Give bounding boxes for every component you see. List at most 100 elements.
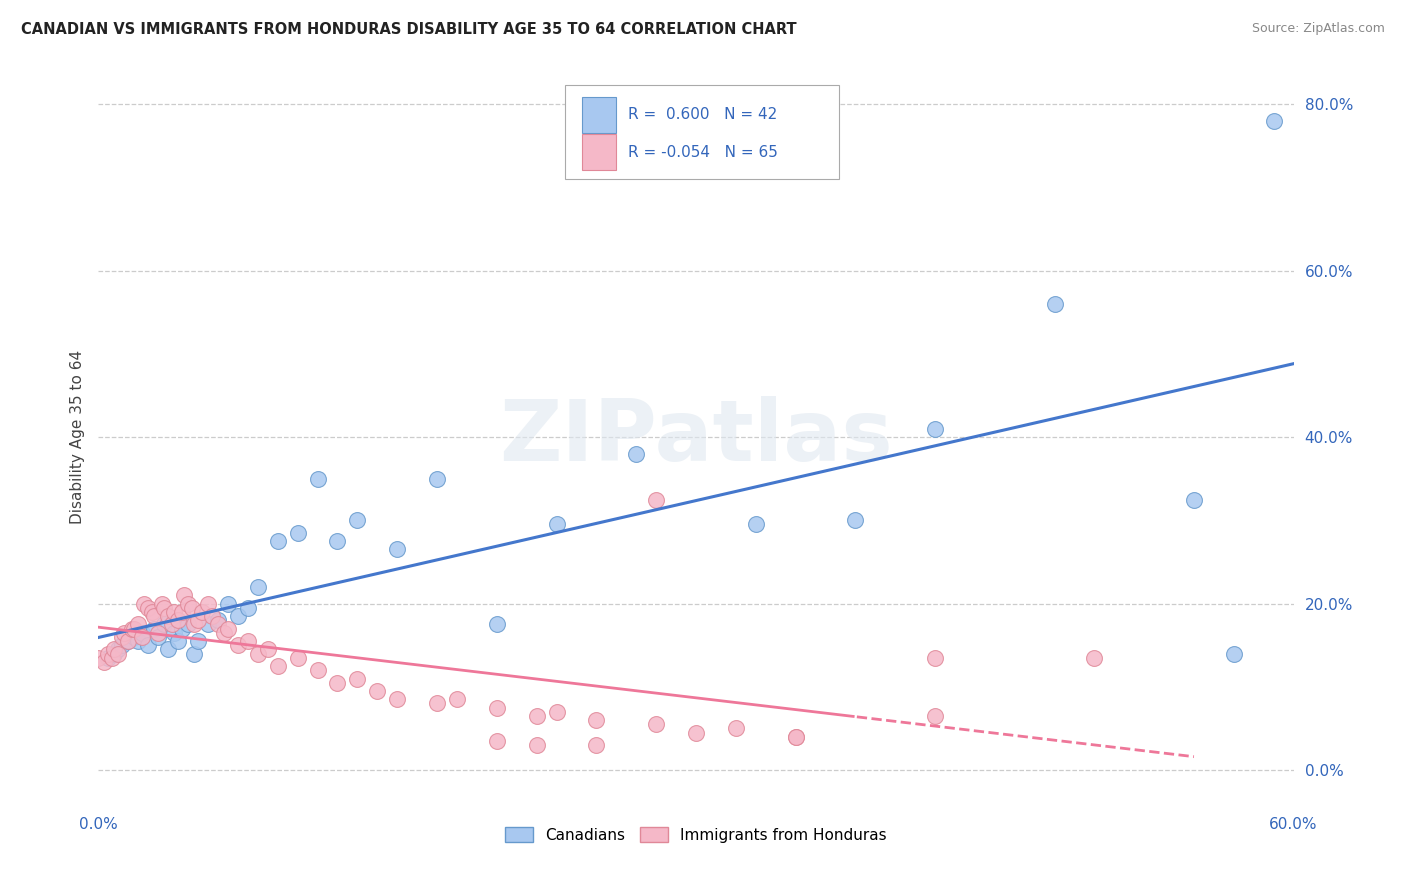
Point xyxy=(924,709,946,723)
Point xyxy=(217,597,239,611)
Point xyxy=(163,605,186,619)
Point xyxy=(187,634,209,648)
Point xyxy=(197,617,219,632)
Point xyxy=(103,642,125,657)
Point xyxy=(181,600,204,615)
Point xyxy=(201,609,224,624)
Point xyxy=(366,684,388,698)
Point xyxy=(785,730,807,744)
Point xyxy=(844,513,866,527)
Point xyxy=(153,600,176,615)
Point xyxy=(172,622,194,636)
Point xyxy=(645,717,668,731)
Legend: Canadians, Immigrants from Honduras: Canadians, Immigrants from Honduras xyxy=(499,822,893,849)
Point xyxy=(87,650,110,665)
Point xyxy=(256,642,278,657)
Point xyxy=(426,472,449,486)
Point xyxy=(148,625,170,640)
Point xyxy=(167,634,190,648)
Point xyxy=(346,513,368,527)
Point xyxy=(121,622,143,636)
Point xyxy=(143,609,166,624)
Point xyxy=(136,638,159,652)
Point xyxy=(924,650,946,665)
Point xyxy=(1182,492,1205,507)
Point xyxy=(585,738,607,752)
Point xyxy=(546,705,568,719)
Text: CANADIAN VS IMMIGRANTS FROM HONDURAS DISABILITY AGE 35 TO 64 CORRELATION CHART: CANADIAN VS IMMIGRANTS FROM HONDURAS DIS… xyxy=(21,22,797,37)
Point xyxy=(131,625,153,640)
Point xyxy=(226,609,249,624)
Point xyxy=(1043,297,1066,311)
Point xyxy=(685,725,707,739)
Point xyxy=(111,630,134,644)
Y-axis label: Disability Age 35 to 64: Disability Age 35 to 64 xyxy=(69,350,84,524)
Point xyxy=(724,722,747,736)
Point xyxy=(117,634,139,648)
Point xyxy=(143,622,166,636)
Point xyxy=(485,617,508,632)
Point xyxy=(107,647,129,661)
Point xyxy=(191,605,214,619)
Point xyxy=(307,663,329,677)
Point xyxy=(183,647,205,661)
Text: R = -0.054   N = 65: R = -0.054 N = 65 xyxy=(628,145,778,160)
Point xyxy=(626,447,648,461)
Text: Source: ZipAtlas.com: Source: ZipAtlas.com xyxy=(1251,22,1385,36)
Point xyxy=(1083,650,1105,665)
Point xyxy=(287,525,309,540)
Point xyxy=(385,542,409,557)
Point xyxy=(136,600,159,615)
Point xyxy=(177,597,200,611)
Point xyxy=(101,650,124,665)
FancyBboxPatch shape xyxy=(565,85,839,178)
Point xyxy=(212,625,235,640)
Point xyxy=(157,642,180,657)
Point xyxy=(267,659,290,673)
Point xyxy=(785,730,807,744)
Point xyxy=(236,600,259,615)
Point xyxy=(267,534,290,549)
Point xyxy=(167,613,190,627)
Point xyxy=(1263,113,1285,128)
FancyBboxPatch shape xyxy=(582,135,616,170)
Point xyxy=(157,609,180,624)
Point xyxy=(172,605,194,619)
Point xyxy=(148,630,170,644)
Point xyxy=(326,534,349,549)
Point xyxy=(127,634,149,648)
Text: ZIPatlas: ZIPatlas xyxy=(499,395,893,479)
Point xyxy=(426,697,449,711)
Point xyxy=(177,617,200,632)
Point xyxy=(1223,647,1246,661)
Point xyxy=(207,613,229,627)
Point xyxy=(107,642,129,657)
Point xyxy=(117,634,139,648)
Point xyxy=(546,517,568,532)
Point xyxy=(97,647,120,661)
Text: R =  0.600   N = 42: R = 0.600 N = 42 xyxy=(628,107,778,122)
Point xyxy=(236,634,259,648)
Point xyxy=(97,650,120,665)
Point xyxy=(585,713,607,727)
Point xyxy=(103,647,125,661)
Point xyxy=(207,617,229,632)
Point xyxy=(160,617,183,632)
Point xyxy=(645,492,668,507)
FancyBboxPatch shape xyxy=(582,97,616,133)
Point xyxy=(446,692,468,706)
Point xyxy=(112,625,135,640)
Point xyxy=(127,617,149,632)
Point xyxy=(150,597,173,611)
Point xyxy=(134,597,156,611)
Point xyxy=(163,625,186,640)
Point xyxy=(385,692,409,706)
Point xyxy=(326,675,349,690)
Point xyxy=(187,613,209,627)
Point xyxy=(131,630,153,644)
Point xyxy=(153,617,176,632)
Point xyxy=(93,655,115,669)
Point xyxy=(485,700,508,714)
Point xyxy=(111,638,134,652)
Point xyxy=(287,650,309,665)
